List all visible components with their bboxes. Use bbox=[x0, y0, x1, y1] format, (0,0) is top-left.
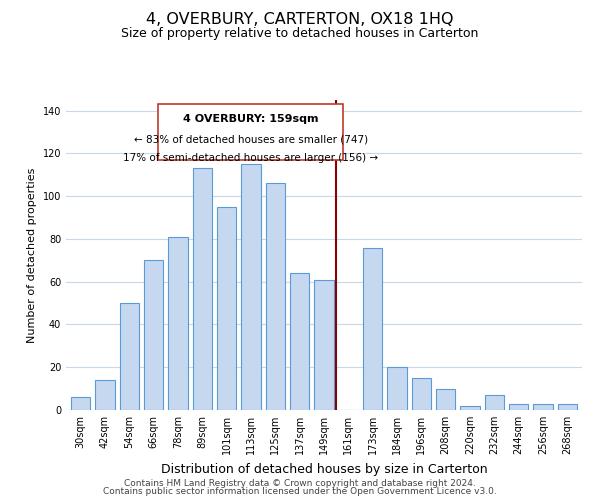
Text: 4, OVERBURY, CARTERTON, OX18 1HQ: 4, OVERBURY, CARTERTON, OX18 1HQ bbox=[146, 12, 454, 28]
Bar bbox=[217, 207, 236, 410]
Bar bbox=[290, 273, 310, 410]
Text: Contains HM Land Registry data © Crown copyright and database right 2024.: Contains HM Land Registry data © Crown c… bbox=[124, 478, 476, 488]
Text: Contains public sector information licensed under the Open Government Licence v3: Contains public sector information licen… bbox=[103, 487, 497, 496]
Bar bbox=[144, 260, 163, 410]
Bar bbox=[168, 237, 188, 410]
Y-axis label: Number of detached properties: Number of detached properties bbox=[27, 168, 37, 342]
Bar bbox=[557, 404, 577, 410]
Bar bbox=[71, 397, 91, 410]
Bar bbox=[95, 380, 115, 410]
Bar bbox=[485, 395, 504, 410]
Bar bbox=[460, 406, 480, 410]
Text: ← 83% of detached houses are smaller (747): ← 83% of detached houses are smaller (74… bbox=[134, 134, 368, 144]
Text: 17% of semi-detached houses are larger (156) →: 17% of semi-detached houses are larger (… bbox=[124, 154, 379, 164]
Text: 4 OVERBURY: 159sqm: 4 OVERBURY: 159sqm bbox=[183, 114, 319, 124]
Text: Size of property relative to detached houses in Carterton: Size of property relative to detached ho… bbox=[121, 28, 479, 40]
Bar bbox=[509, 404, 529, 410]
X-axis label: Distribution of detached houses by size in Carterton: Distribution of detached houses by size … bbox=[161, 462, 487, 475]
Bar bbox=[241, 164, 261, 410]
Bar bbox=[387, 367, 407, 410]
Bar bbox=[193, 168, 212, 410]
Bar bbox=[412, 378, 431, 410]
Bar bbox=[119, 303, 139, 410]
Bar bbox=[436, 388, 455, 410]
Bar bbox=[158, 104, 343, 160]
Bar bbox=[266, 184, 285, 410]
Bar bbox=[314, 280, 334, 410]
Bar bbox=[363, 248, 382, 410]
Bar bbox=[533, 404, 553, 410]
